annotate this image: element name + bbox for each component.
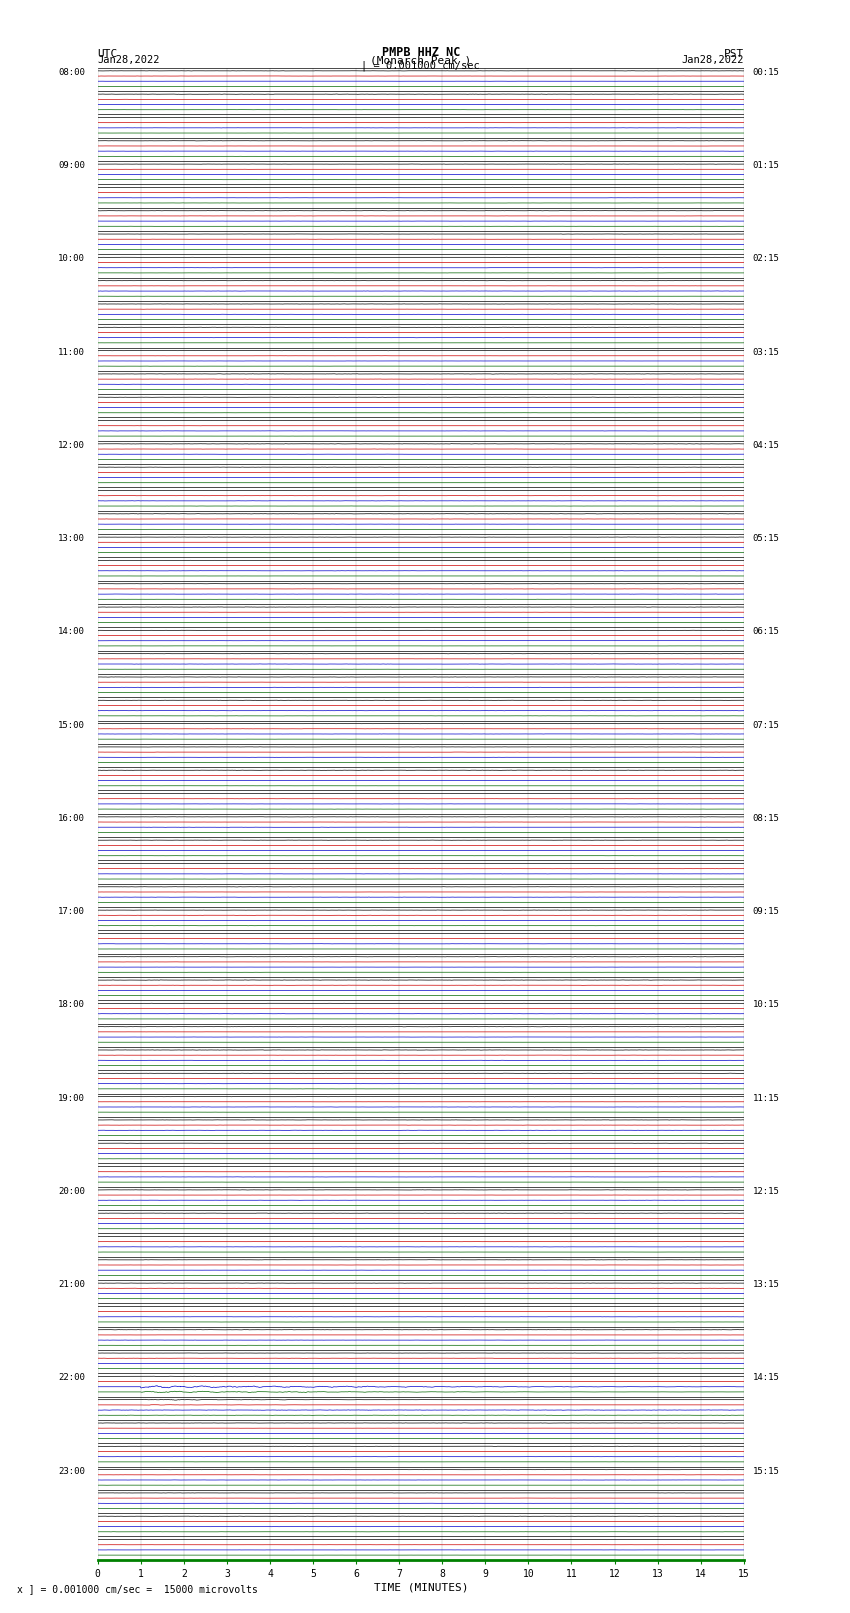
Text: Jan28,2022: Jan28,2022	[98, 55, 161, 65]
Text: 07:15: 07:15	[752, 721, 779, 729]
Text: 09:15: 09:15	[752, 907, 779, 916]
Text: PMPB HHZ NC: PMPB HHZ NC	[382, 45, 460, 58]
Text: 14:00: 14:00	[58, 627, 85, 636]
Text: 10:15: 10:15	[752, 1000, 779, 1010]
Text: 15:00: 15:00	[58, 721, 85, 729]
Text: Jan28,2022: Jan28,2022	[681, 55, 744, 65]
Text: 22:00: 22:00	[58, 1373, 85, 1382]
Text: 09:00: 09:00	[58, 161, 85, 169]
Text: 08:00: 08:00	[58, 68, 85, 77]
Text: 13:15: 13:15	[752, 1281, 779, 1289]
Text: 03:15: 03:15	[752, 347, 779, 356]
Text: PST: PST	[723, 48, 744, 58]
Text: x ] = 0.001000 cm/sec =  15000 microvolts: x ] = 0.001000 cm/sec = 15000 microvolts	[17, 1584, 258, 1594]
Text: 17:00: 17:00	[58, 907, 85, 916]
Text: 01:15: 01:15	[752, 161, 779, 169]
Text: 11:00: 11:00	[58, 347, 85, 356]
Text: 23:00: 23:00	[58, 1466, 85, 1476]
Text: 12:00: 12:00	[58, 440, 85, 450]
Text: 00:15: 00:15	[752, 68, 779, 77]
Text: 08:15: 08:15	[752, 813, 779, 823]
Text: 18:00: 18:00	[58, 1000, 85, 1010]
Text: 13:00: 13:00	[58, 534, 85, 544]
Text: 06:15: 06:15	[752, 627, 779, 636]
Text: 02:15: 02:15	[752, 255, 779, 263]
Text: 21:00: 21:00	[58, 1281, 85, 1289]
Text: 20:00: 20:00	[58, 1187, 85, 1195]
Text: 16:00: 16:00	[58, 813, 85, 823]
Text: 05:15: 05:15	[752, 534, 779, 544]
Text: 04:15: 04:15	[752, 440, 779, 450]
Text: 12:15: 12:15	[752, 1187, 779, 1195]
Text: 11:15: 11:15	[752, 1094, 779, 1103]
Text: (Monarch Peak ): (Monarch Peak )	[370, 55, 472, 65]
Text: 14:15: 14:15	[752, 1373, 779, 1382]
Text: UTC: UTC	[98, 48, 118, 58]
X-axis label: TIME (MINUTES): TIME (MINUTES)	[373, 1582, 468, 1594]
Text: 10:00: 10:00	[58, 255, 85, 263]
Text: | = 0.001000 cm/sec: | = 0.001000 cm/sec	[361, 61, 480, 71]
Text: 15:15: 15:15	[752, 1466, 779, 1476]
Text: 19:00: 19:00	[58, 1094, 85, 1103]
